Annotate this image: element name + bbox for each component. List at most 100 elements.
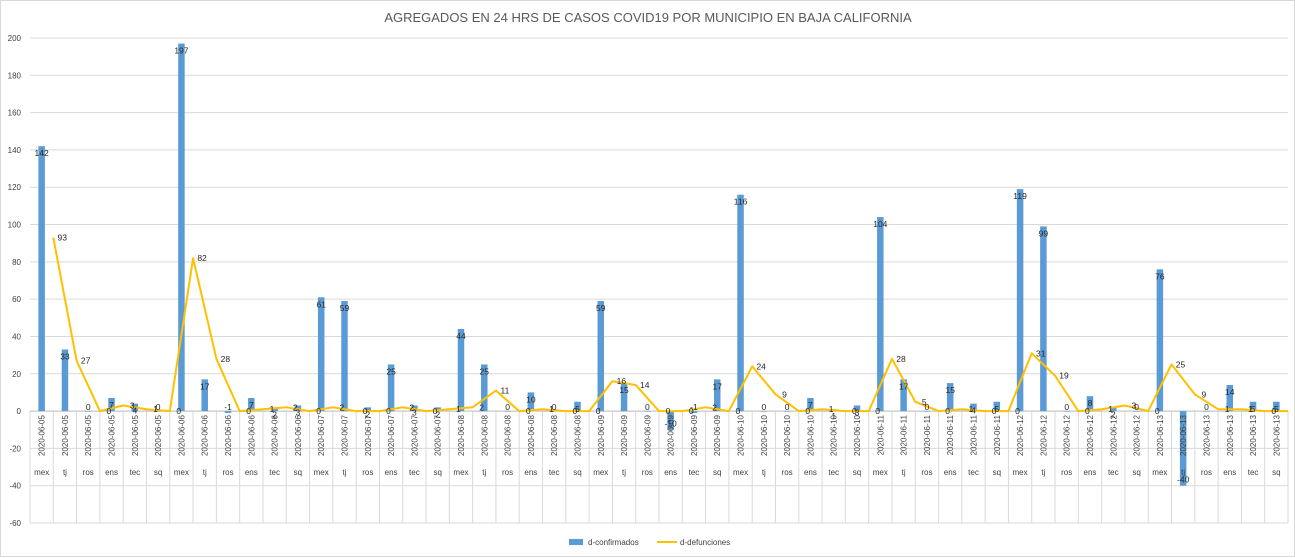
- data-label-d-defunciones: 0: [1015, 406, 1020, 416]
- data-label-d-defunciones: 0: [386, 406, 391, 416]
- x-tick-municipio: tj: [482, 468, 486, 477]
- data-label-d-confirmados: 61: [316, 299, 326, 309]
- data-label-d-confirmados: 10: [526, 394, 536, 404]
- x-tick-date: 2020-06-12: [1016, 415, 1025, 456]
- x-tick-municipio: sq: [993, 468, 1001, 477]
- data-label-d-defunciones: 0: [805, 406, 810, 416]
- data-label-d-confirmados: 116: [734, 197, 748, 207]
- x-tick-municipio: mex: [1013, 468, 1028, 477]
- x-tick-municipio: tec: [689, 468, 700, 477]
- x-tick-date: 2020-06-06: [224, 415, 233, 456]
- data-label-d-confirmados: -1: [224, 402, 232, 412]
- x-tick-municipio: mex: [1152, 468, 1167, 477]
- y-tick-label: 80: [12, 258, 21, 267]
- data-label-d-confirmados: 0: [505, 402, 510, 412]
- y-tick-label: 200: [8, 34, 22, 43]
- data-label-d-defunciones: 0: [945, 406, 950, 416]
- x-tick-date: 2020-06-10: [853, 415, 862, 456]
- data-label-d-confirmados: 15: [945, 385, 955, 395]
- data-label-d-defunciones: 93: [58, 233, 68, 243]
- x-tick-date: 2020-06-07: [364, 415, 373, 456]
- x-tick-date: 2020-06-07: [317, 415, 326, 456]
- data-label-d-defunciones: 9: [1201, 389, 1206, 399]
- x-tick-date: 2020-06-08: [550, 415, 559, 456]
- x-tick-municipio: tec: [968, 468, 979, 477]
- x-tick-date: 2020-06-09: [597, 415, 606, 456]
- x-tick-date: 2020-06-09: [643, 415, 652, 456]
- x-tick-municipio: tj: [203, 468, 207, 477]
- y-tick-label: 180: [8, 71, 22, 80]
- data-label-d-defunciones: 1: [968, 404, 973, 414]
- data-label-d-defunciones: 1: [270, 404, 275, 414]
- x-tick-date: 2020-06-06: [294, 415, 303, 456]
- bar-d-confirmados: [1040, 226, 1047, 411]
- x-tick-municipio: ens: [944, 468, 957, 477]
- data-label-d-defunciones: 0: [246, 406, 251, 416]
- data-label-d-confirmados: 33: [60, 352, 70, 362]
- y-tick-label: -20: [9, 444, 21, 453]
- line-d-defunciones: [53, 238, 1288, 412]
- x-tick-date: 2020-06-05: [84, 415, 93, 456]
- data-label-d-defunciones: 19: [1059, 371, 1069, 381]
- x-tick-date: 2020-06-12: [1086, 415, 1095, 456]
- data-label-d-defunciones: 0: [433, 406, 438, 416]
- x-tick-date: 2020-06-07: [434, 415, 443, 456]
- y-tick-label: -60: [9, 519, 21, 528]
- x-tick-date: 2020-06-10: [737, 415, 746, 456]
- x-tick-date: 2020-06-08: [574, 415, 583, 456]
- data-label-d-defunciones: 0: [1085, 406, 1090, 416]
- x-tick-date: 2020-06-12: [1109, 415, 1118, 456]
- bar-d-confirmados: [341, 301, 348, 411]
- x-tick-municipio: ens: [105, 468, 118, 477]
- x-tick-municipio: tec: [269, 468, 280, 477]
- x-tick-municipio: tec: [549, 468, 560, 477]
- y-tick-label: 40: [12, 332, 21, 341]
- data-label-d-defunciones: 0: [1155, 406, 1160, 416]
- x-tick-municipio: ros: [642, 468, 653, 477]
- x-tick-date: 2020-06-11: [923, 415, 932, 456]
- data-label-d-defunciones: 1: [456, 404, 461, 414]
- data-label-d-confirmados: 104: [873, 219, 887, 229]
- data-label-d-defunciones: 2: [293, 402, 298, 412]
- data-label-d-defunciones: 1: [829, 404, 834, 414]
- data-label-d-defunciones: 0: [992, 406, 997, 416]
- data-label-d-defunciones: 11: [501, 386, 510, 396]
- x-tick-date: 2020-06-06: [201, 415, 210, 456]
- x-tick-municipio: tj: [1041, 468, 1045, 477]
- y-tick-label: 20: [12, 370, 21, 379]
- data-label-d-defunciones: 0: [572, 406, 577, 416]
- data-label-d-confirmados: 15: [619, 385, 629, 395]
- x-tick-municipio: ros: [83, 468, 94, 477]
- x-tick-municipio: tec: [1248, 468, 1259, 477]
- x-tick-date: 2020-06-11: [946, 415, 955, 456]
- data-label-d-defunciones: 3: [1132, 400, 1137, 410]
- x-tick-municipio: sq: [1272, 468, 1280, 477]
- x-tick-date: 2020-06-06: [247, 415, 256, 456]
- data-label-d-confirmados: 0: [761, 402, 766, 412]
- x-tick-municipio: ens: [804, 468, 817, 477]
- x-tick-date: 2020-06-08: [457, 415, 466, 456]
- x-tick-municipio: mex: [593, 468, 608, 477]
- x-tick-date: 2020-06-06: [271, 415, 280, 456]
- data-label-d-confirmados: 59: [340, 303, 350, 313]
- bar-d-confirmados: [458, 329, 465, 411]
- y-tick-label: 0: [17, 407, 22, 416]
- data-label-d-defunciones: 0: [736, 406, 741, 416]
- x-tick-date: 2020-06-05: [131, 415, 140, 456]
- x-tick-municipio: tec: [1108, 468, 1119, 477]
- x-tick-municipio: ens: [245, 468, 258, 477]
- data-label-d-defunciones: 1: [1225, 404, 1230, 414]
- x-tick-date: 2020-06-05: [61, 415, 70, 456]
- x-tick-date: 2020-06-05: [108, 415, 117, 456]
- x-tick-municipio: sq: [154, 468, 162, 477]
- data-label-d-defunciones: 2: [409, 402, 414, 412]
- y-tick-label: 60: [12, 295, 21, 304]
- x-tick-municipio: ens: [524, 468, 537, 477]
- x-tick-municipio: tec: [129, 468, 140, 477]
- x-tick-date: 2020-06-13: [1272, 415, 1281, 456]
- y-tick-label: 120: [8, 183, 22, 192]
- x-tick-date: 2020-06-12: [1063, 415, 1072, 456]
- x-tick-municipio: ens: [1223, 468, 1236, 477]
- x-tick-date: 2020-06-10: [806, 415, 815, 456]
